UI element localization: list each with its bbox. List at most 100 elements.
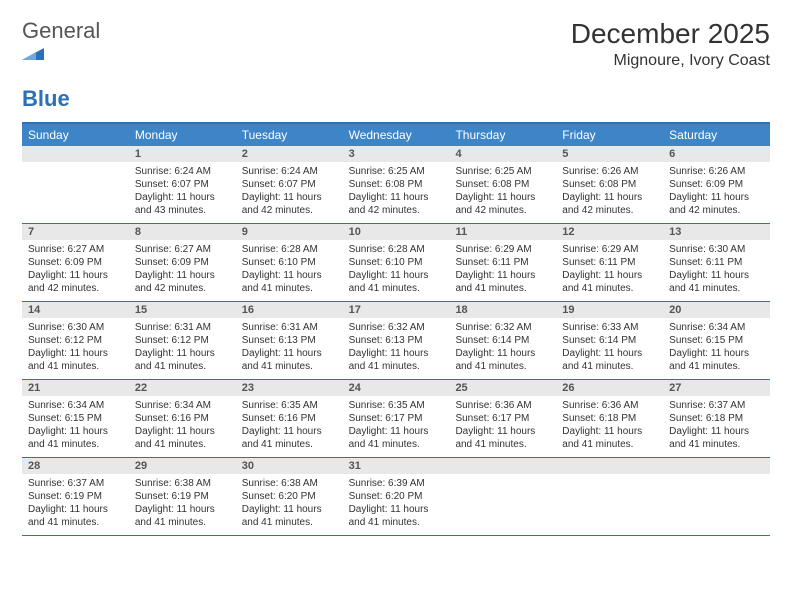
day-cell: Sunrise: 6:35 AMSunset: 6:17 PMDaylight:…: [343, 396, 450, 457]
sunrise-text: Sunrise: 6:32 AM: [349, 321, 444, 334]
day-cell: Sunrise: 6:34 AMSunset: 6:16 PMDaylight:…: [129, 396, 236, 457]
day-cell: [663, 474, 770, 535]
sunset-text: Sunset: 6:08 PM: [455, 178, 550, 191]
daynum-cell: 26: [556, 380, 663, 396]
week-block: 28293031Sunrise: 6:37 AMSunset: 6:19 PMD…: [22, 458, 770, 536]
daynum-cell: 3: [343, 146, 450, 162]
calendar: Sunday Monday Tuesday Wednesday Thursday…: [22, 122, 770, 536]
sunset-text: Sunset: 6:07 PM: [135, 178, 230, 191]
daylight-text: Daylight: 11 hours and 41 minutes.: [349, 269, 444, 295]
sunrise-text: Sunrise: 6:26 AM: [562, 165, 657, 178]
sunrise-text: Sunrise: 6:35 AM: [242, 399, 337, 412]
sunset-text: Sunset: 6:19 PM: [28, 490, 123, 503]
daynum-row: 21222324252627: [22, 380, 770, 396]
sunset-text: Sunset: 6:19 PM: [135, 490, 230, 503]
day-cell: [22, 162, 129, 223]
day-cell: Sunrise: 6:32 AMSunset: 6:14 PMDaylight:…: [449, 318, 556, 379]
daylight-text: Daylight: 11 hours and 41 minutes.: [349, 503, 444, 529]
daynum-row: 78910111213: [22, 224, 770, 240]
daylight-text: Daylight: 11 hours and 41 minutes.: [28, 503, 123, 529]
weekday-header: Wednesday: [343, 124, 450, 146]
location-label: Mignoure, Ivory Coast: [571, 52, 770, 70]
daynum-cell: 23: [236, 380, 343, 396]
content-row: Sunrise: 6:34 AMSunset: 6:15 PMDaylight:…: [22, 396, 770, 457]
sunset-text: Sunset: 6:08 PM: [562, 178, 657, 191]
daynum-cell: [449, 458, 556, 474]
brand-logo: General Blue: [22, 18, 100, 112]
day-cell: Sunrise: 6:39 AMSunset: 6:20 PMDaylight:…: [343, 474, 450, 535]
daynum-cell: 15: [129, 302, 236, 318]
daynum-cell: 5: [556, 146, 663, 162]
weekday-header: Tuesday: [236, 124, 343, 146]
daynum-cell: 25: [449, 380, 556, 396]
daylight-text: Daylight: 11 hours and 42 minutes.: [28, 269, 123, 295]
sunrise-text: Sunrise: 6:32 AM: [455, 321, 550, 334]
daynum-cell: 4: [449, 146, 556, 162]
sunrise-text: Sunrise: 6:27 AM: [135, 243, 230, 256]
daylight-text: Daylight: 11 hours and 41 minutes.: [669, 425, 764, 451]
day-cell: [449, 474, 556, 535]
daylight-text: Daylight: 11 hours and 41 minutes.: [669, 347, 764, 373]
sunset-text: Sunset: 6:18 PM: [669, 412, 764, 425]
daylight-text: Daylight: 11 hours and 41 minutes.: [242, 347, 337, 373]
daylight-text: Daylight: 11 hours and 41 minutes.: [455, 269, 550, 295]
weekday-header: Saturday: [663, 124, 770, 146]
daynum-cell: 14: [22, 302, 129, 318]
sunrise-text: Sunrise: 6:37 AM: [28, 477, 123, 490]
daylight-text: Daylight: 11 hours and 41 minutes.: [135, 425, 230, 451]
daynum-cell: 2: [236, 146, 343, 162]
week-block: 78910111213Sunrise: 6:27 AMSunset: 6:09 …: [22, 224, 770, 302]
day-cell: Sunrise: 6:35 AMSunset: 6:16 PMDaylight:…: [236, 396, 343, 457]
sunrise-text: Sunrise: 6:36 AM: [562, 399, 657, 412]
sunset-text: Sunset: 6:14 PM: [562, 334, 657, 347]
daylight-text: Daylight: 11 hours and 41 minutes.: [349, 425, 444, 451]
daylight-text: Daylight: 11 hours and 41 minutes.: [562, 347, 657, 373]
daynum-cell: 31: [343, 458, 450, 474]
weekday-header: Monday: [129, 124, 236, 146]
brand-text: General Blue: [22, 18, 100, 112]
sunset-text: Sunset: 6:16 PM: [242, 412, 337, 425]
day-cell: Sunrise: 6:29 AMSunset: 6:11 PMDaylight:…: [449, 240, 556, 301]
week-block: 21222324252627Sunrise: 6:34 AMSunset: 6:…: [22, 380, 770, 458]
daylight-text: Daylight: 11 hours and 41 minutes.: [669, 269, 764, 295]
daynum-cell: 16: [236, 302, 343, 318]
day-cell: Sunrise: 6:27 AMSunset: 6:09 PMDaylight:…: [22, 240, 129, 301]
daynum-cell: 19: [556, 302, 663, 318]
content-row: Sunrise: 6:24 AMSunset: 6:07 PMDaylight:…: [22, 162, 770, 223]
sunset-text: Sunset: 6:16 PM: [135, 412, 230, 425]
sunrise-text: Sunrise: 6:38 AM: [135, 477, 230, 490]
content-row: Sunrise: 6:30 AMSunset: 6:12 PMDaylight:…: [22, 318, 770, 379]
day-cell: Sunrise: 6:36 AMSunset: 6:17 PMDaylight:…: [449, 396, 556, 457]
brand-word2: Blue: [22, 86, 70, 111]
sunset-text: Sunset: 6:08 PM: [349, 178, 444, 191]
daynum-cell: 22: [129, 380, 236, 396]
sunrise-text: Sunrise: 6:38 AM: [242, 477, 337, 490]
day-cell: [556, 474, 663, 535]
sunset-text: Sunset: 6:20 PM: [349, 490, 444, 503]
title-block: December 2025 Mignoure, Ivory Coast: [571, 18, 770, 70]
daylight-text: Daylight: 11 hours and 41 minutes.: [242, 425, 337, 451]
daynum-cell: 9: [236, 224, 343, 240]
day-cell: Sunrise: 6:31 AMSunset: 6:13 PMDaylight:…: [236, 318, 343, 379]
day-cell: Sunrise: 6:27 AMSunset: 6:09 PMDaylight:…: [129, 240, 236, 301]
day-cell: Sunrise: 6:29 AMSunset: 6:11 PMDaylight:…: [556, 240, 663, 301]
day-cell: Sunrise: 6:24 AMSunset: 6:07 PMDaylight:…: [129, 162, 236, 223]
brand-mark-icon: [22, 44, 100, 60]
daynum-cell: 12: [556, 224, 663, 240]
daynum-cell: 30: [236, 458, 343, 474]
daylight-text: Daylight: 11 hours and 41 minutes.: [135, 347, 230, 373]
sunset-text: Sunset: 6:20 PM: [242, 490, 337, 503]
daylight-text: Daylight: 11 hours and 41 minutes.: [28, 347, 123, 373]
day-cell: Sunrise: 6:38 AMSunset: 6:20 PMDaylight:…: [236, 474, 343, 535]
sunrise-text: Sunrise: 6:34 AM: [669, 321, 764, 334]
daynum-cell: 6: [663, 146, 770, 162]
sunset-text: Sunset: 6:13 PM: [242, 334, 337, 347]
daynum-row: 28293031: [22, 458, 770, 474]
brand-word1: General: [22, 18, 100, 43]
daynum-row: 123456: [22, 146, 770, 162]
day-cell: Sunrise: 6:30 AMSunset: 6:11 PMDaylight:…: [663, 240, 770, 301]
sunset-text: Sunset: 6:13 PM: [349, 334, 444, 347]
sunset-text: Sunset: 6:07 PM: [242, 178, 337, 191]
sunrise-text: Sunrise: 6:39 AM: [349, 477, 444, 490]
daynum-cell: 18: [449, 302, 556, 318]
